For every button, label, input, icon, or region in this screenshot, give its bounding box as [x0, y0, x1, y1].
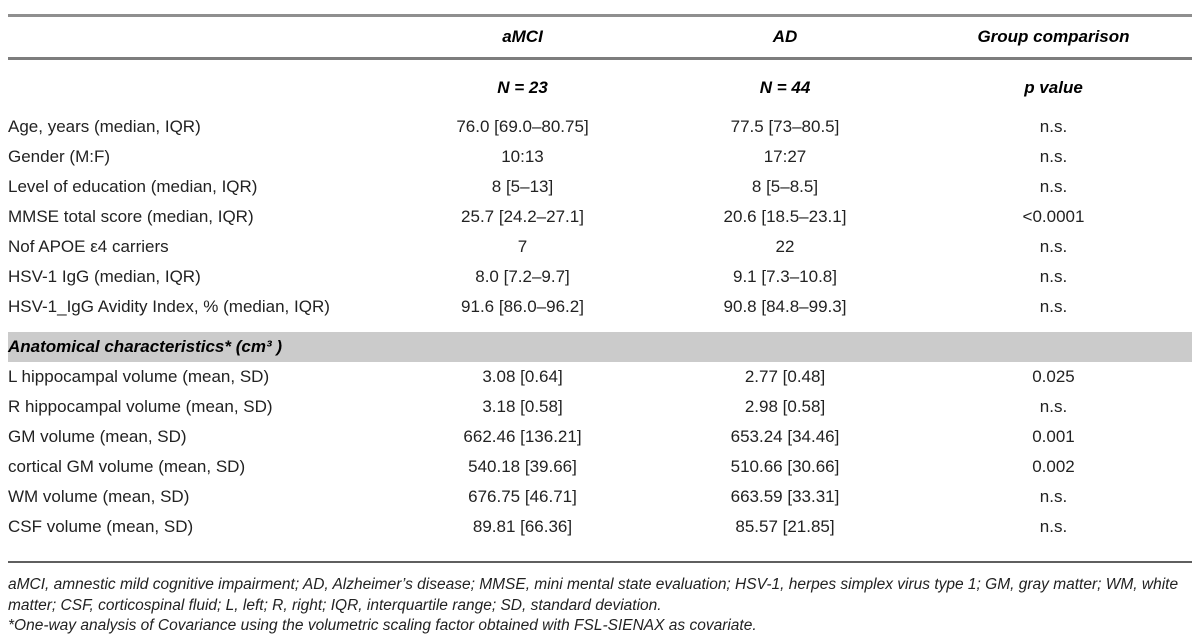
table-row-age: Age, years (median, IQR) 76.0 [69.0–80.7…: [8, 112, 1192, 142]
row-label: R hippocampal volume (mean, SD): [8, 397, 273, 416]
cell-ad: 20.6 [18.5–23.1]: [723, 207, 847, 226]
table-header: aMCI AD Group comparison N = 23 N = 44 p…: [8, 15, 1192, 113]
cell-amci: 25.7 [24.2–27.1]: [461, 207, 584, 226]
cell-p-value: n.s.: [1039, 147, 1068, 166]
header-row-groups: aMCI AD Group comparison: [8, 15, 1192, 60]
table-row-cortical-gm-volume: cortical GM volume (mean, SD) 540.18 [39…: [8, 452, 1192, 482]
cell-amci: 3.08 [0.64]: [482, 367, 563, 386]
row-label: cortical GM volume (mean, SD): [8, 457, 246, 476]
table-row-mmse: MMSE total score (median, IQR) 25.7 [24.…: [8, 202, 1192, 232]
cell-ad: 2.77 [0.48]: [744, 367, 826, 386]
cell-p-value: n.s.: [1039, 297, 1068, 316]
col-header-p-value: p value: [1024, 78, 1083, 97]
cell-p-value: 0.001: [1032, 427, 1075, 446]
row-label: MMSE total score (median, IQR): [8, 207, 254, 226]
table-row-gm-volume: GM volume (mean, SD) 662.46 [136.21] 653…: [8, 422, 1192, 452]
header-row-counts: N = 23 N = 44 p value: [8, 59, 1192, 113]
table-row-avidity-index: HSV-1_IgG Avidity Index, % (median, IQR)…: [8, 292, 1192, 322]
header-empty-cell: [8, 15, 390, 60]
cell-amci: 676.75 [46.71]: [468, 487, 577, 506]
cell-ad: 22: [775, 237, 795, 256]
cell-p-value: <0.0001: [1022, 207, 1085, 226]
col-header-group-comparison: Group comparison: [915, 15, 1192, 60]
footnote-covariate-note: *One-way analysis of Covariance using th…: [8, 617, 757, 634]
cell-p-value: n.s.: [1039, 177, 1068, 196]
table-body: Age, years (median, IQR) 76.0 [69.0–80.7…: [8, 112, 1192, 542]
cell-p-value: n.s.: [1039, 267, 1068, 286]
cell-amci: 3.18 [0.58]: [482, 397, 563, 416]
footnote-abbreviations: aMCI, amnestic mild cognitive impairment…: [8, 576, 1179, 614]
cell-ad: 663.59 [33.31]: [730, 487, 840, 506]
cell-p-value: 0.002: [1032, 457, 1075, 476]
cell-ad: 653.24 [34.46]: [730, 427, 840, 446]
row-label: WM volume (mean, SD): [8, 487, 190, 506]
cell-amci: 7: [517, 237, 528, 256]
table-row-wm-volume: WM volume (mean, SD) 676.75 [46.71] 663.…: [8, 482, 1192, 512]
row-label: L hippocampal volume (mean, SD): [8, 367, 270, 386]
row-label: HSV-1 IgG (median, IQR): [8, 267, 201, 286]
group-comparison-table: aMCI AD Group comparison N = 23 N = 44 p…: [8, 14, 1192, 542]
col-header-ad: AD: [655, 15, 915, 60]
table-row-r-hippocampal: R hippocampal volume (mean, SD) 3.18 [0.…: [8, 392, 1192, 422]
cell-ad: 9.1 [7.3–10.8]: [733, 267, 837, 286]
cell-amci: 662.46 [136.21]: [463, 427, 582, 446]
cell-ad: 17:27: [763, 147, 807, 166]
table-row-education: Level of education (median, IQR) 8 [5–13…: [8, 172, 1192, 202]
cell-amci: 10:13: [501, 147, 544, 166]
row-label: GM volume (mean, SD): [8, 427, 187, 446]
col-header-ad-n: N = 44: [759, 78, 811, 97]
cell-p-value: n.s.: [1039, 117, 1068, 136]
cell-ad: 8 [5–8.5]: [751, 177, 819, 196]
col-header-amci-n: N = 23: [497, 78, 548, 97]
cell-amci: 8 [5–13]: [491, 177, 554, 196]
row-label: Gender (M:F): [8, 147, 111, 166]
col-header-amci: aMCI: [390, 15, 655, 60]
row-label: CSF volume (mean, SD): [8, 517, 194, 536]
table-row-l-hippocampal: L hippocampal volume (mean, SD) 3.08 [0.…: [8, 362, 1192, 392]
cell-ad: 2.98 [0.58]: [744, 397, 826, 416]
row-label: Level of education (median, IQR): [8, 177, 258, 196]
row-label: HSV-1_IgG Avidity Index, % (median, IQR): [8, 297, 330, 316]
row-label: Nof APOE ε4 carriers: [8, 237, 169, 256]
cell-amci: 89.81 [66.36]: [472, 517, 573, 536]
header-empty-cell: [8, 59, 390, 113]
cell-amci: 540.18 [39.66]: [468, 457, 577, 476]
table-row-gender: Gender (M:F) 10:13 17:27 n.s.: [8, 142, 1192, 172]
cell-amci: 8.0 [7.2–9.7]: [475, 267, 570, 286]
section-header-row: Anatomical characteristics* (cm³ ): [8, 332, 1192, 362]
cell-p-value: 0.025: [1032, 367, 1075, 386]
table-row-hsv1-igg: HSV-1 IgG (median, IQR) 8.0 [7.2–9.7] 9.…: [8, 262, 1192, 292]
cell-amci: 76.0 [69.0–80.75]: [456, 117, 589, 136]
cell-ad: 77.5 [73–80.5]: [730, 117, 840, 136]
spacer-row: [8, 322, 1192, 332]
table-row-apoe: Nof APOE ε4 carriers 7 22 n.s.: [8, 232, 1192, 262]
table-row-csf-volume: CSF volume (mean, SD) 89.81 [66.36] 85.5…: [8, 512, 1192, 542]
cell-p-value: n.s.: [1039, 397, 1068, 416]
cell-p-value: n.s.: [1039, 517, 1068, 536]
cell-ad: 85.57 [21.85]: [735, 517, 835, 536]
cell-ad: 90.8 [84.8–99.3]: [723, 297, 847, 316]
cell-p-value: n.s.: [1039, 237, 1068, 256]
cell-amci: 91.6 [86.0–96.2]: [461, 297, 584, 316]
cell-ad: 510.66 [30.66]: [730, 457, 840, 476]
table-footnote: aMCI, amnestic mild cognitive impairment…: [8, 561, 1192, 637]
cell-p-value: n.s.: [1039, 487, 1068, 506]
row-label: Age, years (median, IQR): [8, 117, 201, 136]
section-header-anatomical: Anatomical characteristics* (cm³ ): [8, 332, 1192, 362]
